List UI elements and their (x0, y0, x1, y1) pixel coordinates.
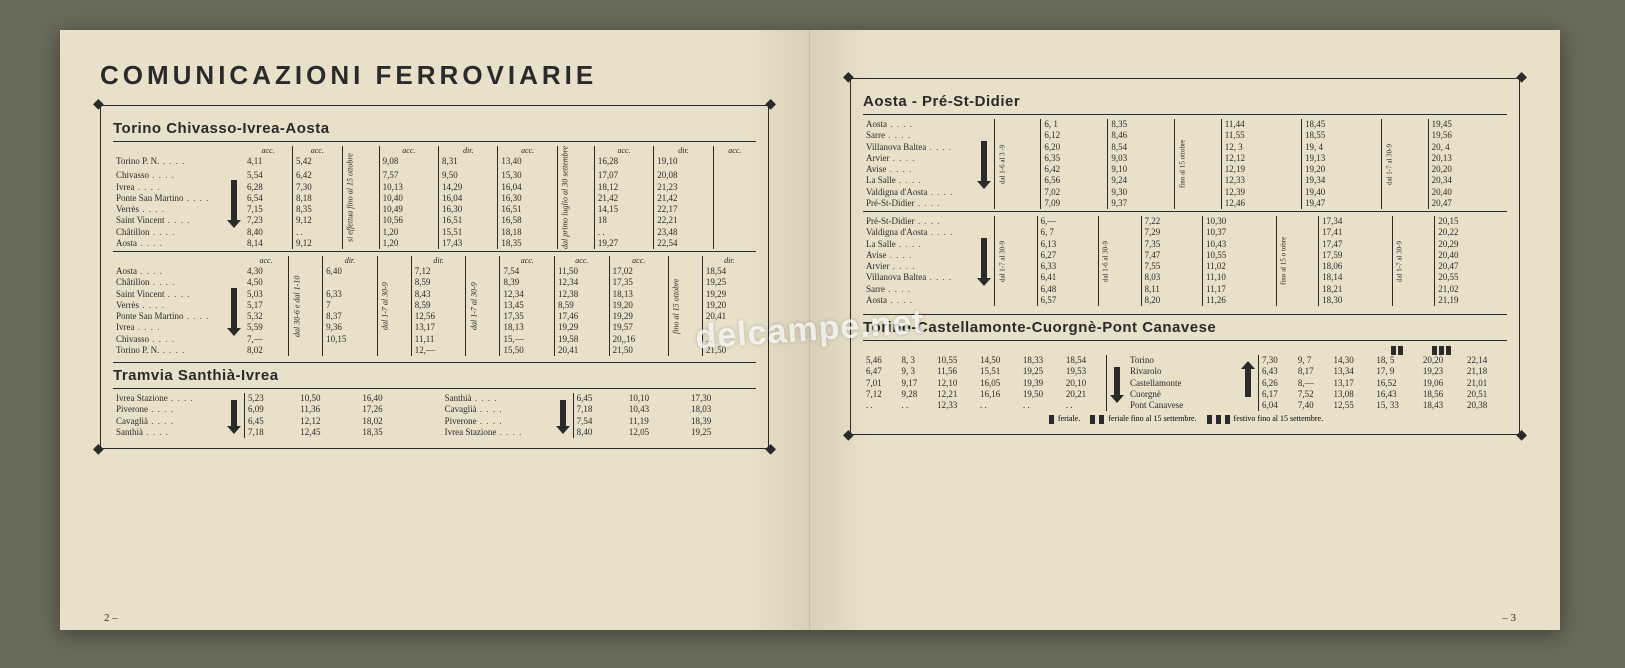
sec4-table: 5,468, 310,5514,5018,3318,54 Torino 7,30… (863, 345, 1507, 411)
left-frame: ◆◆ Torino Chivasso-Ivrea-Aosta acc. acc.… (100, 105, 769, 449)
sec4-title: Torino-Castellamonte-Cuorgnè-Pont Canave… (863, 319, 1507, 336)
sec2-title: Tramvia Santhià-Ivrea (113, 367, 756, 384)
page-number-right: – 3 (1502, 612, 1516, 624)
sec1-title: Torino Chivasso-Ivrea-Aosta (113, 120, 756, 137)
main-title: COMUNICAZIONI FERROVIARIE (100, 60, 769, 91)
vnote: dal primo luglio al 30 settembre (557, 146, 594, 249)
page-right: ◆◆ Aosta - Pré-St-Didier Aosta dal 1-6 a… (810, 30, 1560, 630)
sec3-title: Aosta - Pré-St-Didier (863, 93, 1507, 110)
booklet-spread: COMUNICAZIONI FERROVIARIE ◆◆ Torino Chiv… (60, 30, 1560, 630)
arrow-down-icon (981, 238, 987, 280)
page-number-left: 2 – (104, 612, 118, 624)
sec2-table: Ivrea Stazione5,2310,5016,40 Piverone6,0… (113, 393, 756, 438)
arrow-down-icon (231, 400, 237, 428)
arrow-down-icon (560, 400, 566, 428)
arrow-up-icon (1245, 367, 1251, 397)
sec1-table-a: acc. acc. si effettua fino al 15 ottobre… (113, 146, 756, 249)
arrow-down-icon (231, 180, 237, 222)
sec3-table-a: Aosta dal 1-6 al 3 -9 6, 1 8,35 fino al … (863, 119, 1507, 209)
vnote: si effettua fino al 15 ottobre (342, 146, 379, 249)
arrow-down-icon (981, 141, 987, 183)
sec4-legend: feriale. feriale fino al 15 settembre. f… (863, 411, 1507, 424)
arrow-down-icon (1114, 367, 1120, 397)
sec1-table-b: acc. dal 30-6 e dal 1-10 dir. dal 1-7 al… (113, 256, 756, 356)
sec3-table-b: Pré-St-Didier dal 1-7 al 30-9 6,— dal 1-… (863, 216, 1507, 306)
arrow-down-icon (231, 288, 237, 330)
page-left: COMUNICAZIONI FERROVIARIE ◆◆ Torino Chiv… (60, 30, 810, 630)
right-frame: ◆◆ Aosta - Pré-St-Didier Aosta dal 1-6 a… (850, 78, 1520, 435)
